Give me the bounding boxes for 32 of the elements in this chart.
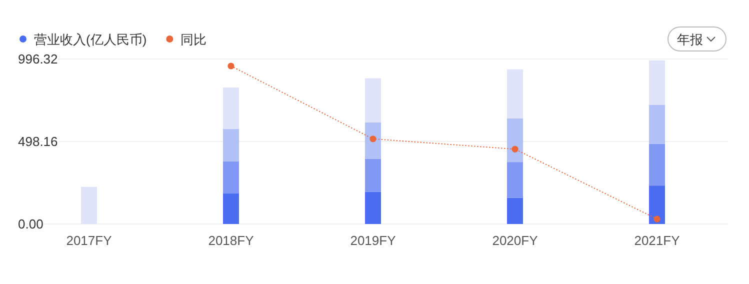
bar xyxy=(365,158,381,192)
bar xyxy=(365,122,381,159)
x-tick-label: 2020FY xyxy=(492,233,538,248)
control-dropdown: 年报 xyxy=(668,26,726,52)
bar xyxy=(507,118,523,162)
y-tick-label: 498.16 xyxy=(18,134,58,149)
bar xyxy=(649,144,665,186)
bar xyxy=(649,60,665,105)
x-tick-label: 2021FY xyxy=(634,233,680,248)
point xyxy=(654,216,660,222)
bar xyxy=(365,192,381,224)
y-tick-label: 996.32 xyxy=(18,52,58,66)
x-tick-label: 2018FY xyxy=(208,233,254,248)
bar xyxy=(507,69,523,118)
point xyxy=(370,136,376,142)
y-tick-label: 0.00 xyxy=(18,216,44,232)
x-tick-label: 2017FY xyxy=(66,233,112,248)
bar xyxy=(223,194,239,224)
bar xyxy=(223,88,239,129)
point xyxy=(228,62,234,70)
bar xyxy=(365,78,381,122)
bar xyxy=(507,198,523,224)
point xyxy=(512,146,518,152)
bar xyxy=(507,162,523,198)
legend-label: 同比 xyxy=(180,32,207,47)
legend-label: 营业收入(亿人民币) xyxy=(34,32,147,47)
bar xyxy=(223,161,239,194)
bar xyxy=(81,186,97,224)
bar xyxy=(649,186,665,224)
bar xyxy=(649,104,665,144)
x-tick-label: 2019FY xyxy=(350,233,396,248)
bar xyxy=(223,128,239,162)
